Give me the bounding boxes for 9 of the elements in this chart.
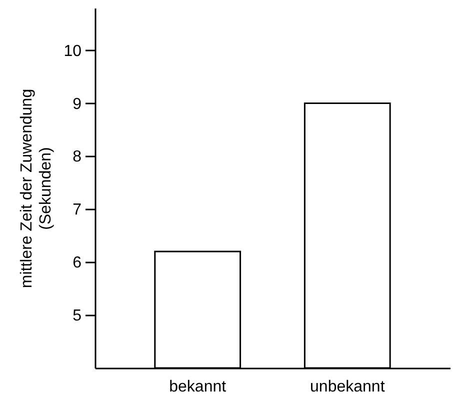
y-tick-label: 7 <box>72 202 82 219</box>
x-tick-label: unbekannt <box>310 378 386 396</box>
y-tick-label: 9 <box>72 96 82 113</box>
y-tick-label: 5 <box>72 308 82 325</box>
y-axis-title: mittlere Zeit der Zuwendung (Sekunden) <box>18 88 55 288</box>
x-tick-label: bekannt <box>169 378 227 396</box>
y-tick-label: 6 <box>72 254 82 272</box>
y-tick-label: 10 <box>64 42 82 60</box>
y-tick-label: 8 <box>72 148 82 166</box>
